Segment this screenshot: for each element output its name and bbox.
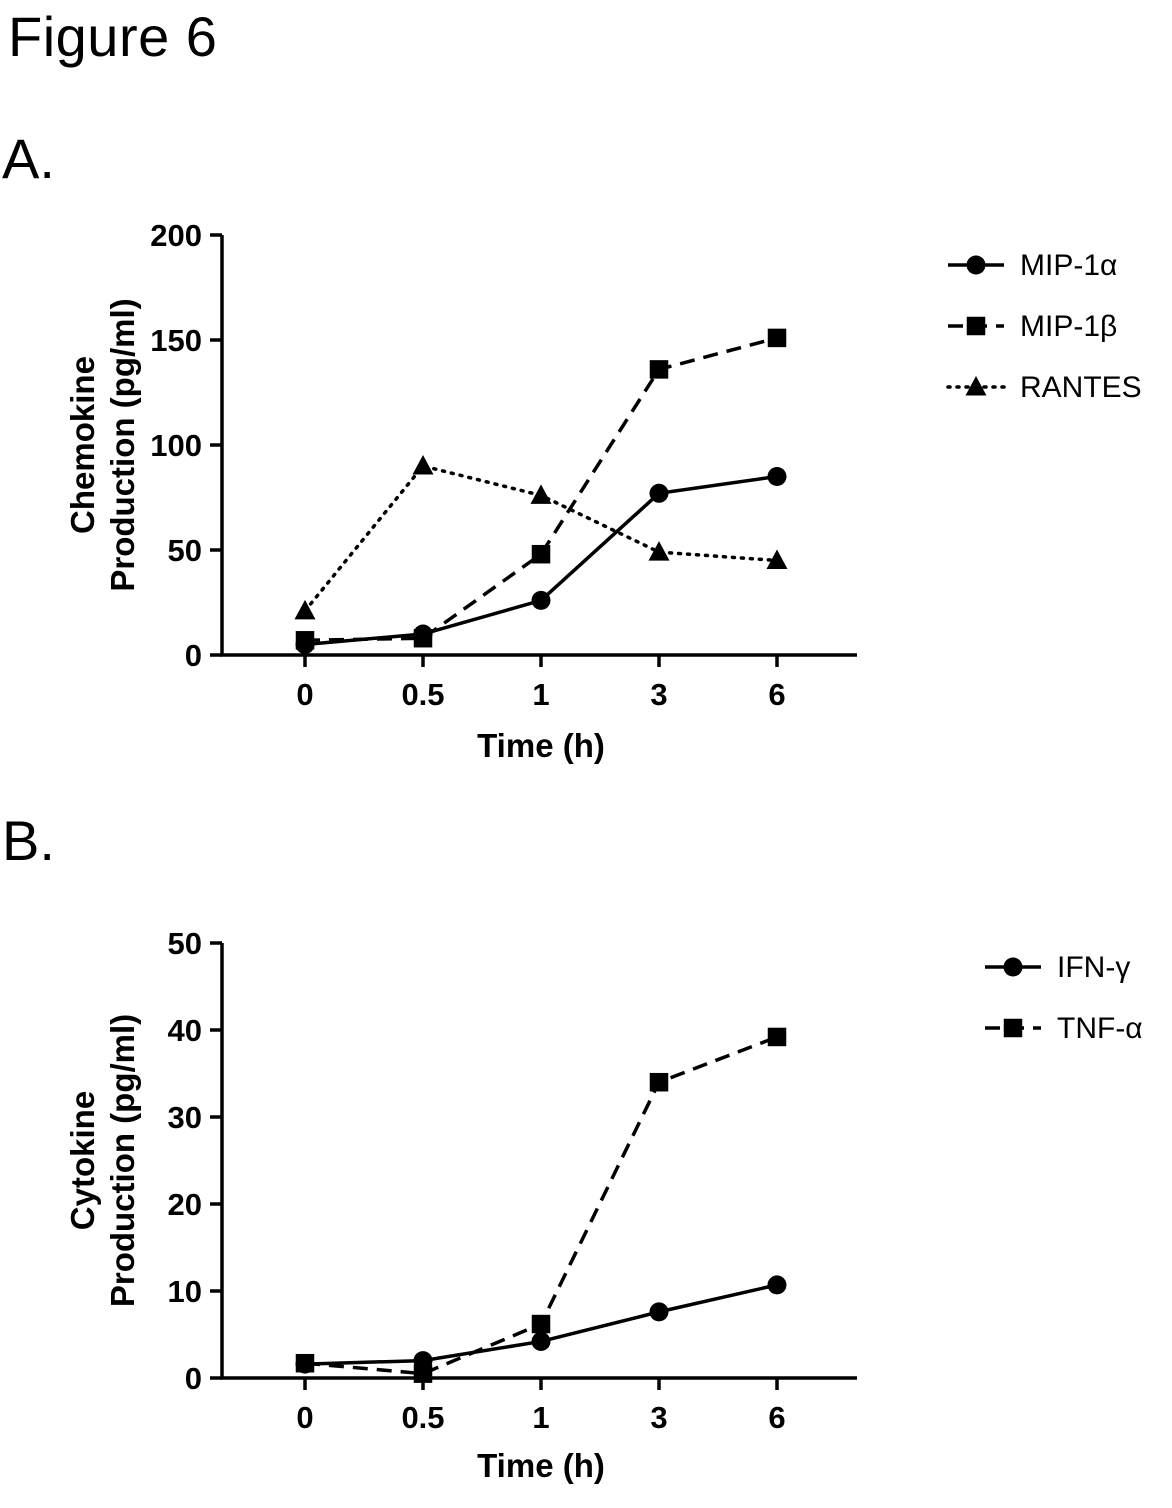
x-axis-title: Time (h) [477, 727, 605, 764]
square-marker [649, 1072, 669, 1092]
y-tick-label: 20 [168, 1187, 202, 1222]
y-tick-label: 150 [150, 323, 202, 358]
triangle-marker [766, 549, 788, 569]
x-tick-label: 0.5 [401, 677, 444, 712]
circle-legend-marker [966, 255, 986, 275]
y-tick-label: 100 [150, 428, 202, 463]
panel-a-label: A. [2, 127, 55, 190]
triangle-marker [294, 599, 316, 620]
legend-label: TNF-α [1057, 1012, 1143, 1045]
x-axis-title: Time (h) [477, 1447, 605, 1484]
triangle-marker [412, 455, 434, 475]
square-marker [531, 1314, 551, 1334]
figure-title: Figure 6 [8, 5, 218, 68]
triangle-marker [530, 484, 552, 504]
y-tick-label: 0 [185, 1361, 202, 1396]
square-marker [413, 1364, 433, 1383]
square-marker [413, 628, 433, 648]
legend-label: MIP-1β [1020, 310, 1117, 343]
square-marker [295, 1353, 315, 1373]
circle-marker [649, 483, 669, 503]
series-MIP-1β [295, 328, 787, 650]
chart-panel-a: 0 50 100 150 200 0 0.5 1 3 6 Time (h) ChemokineProd… [0, 200, 1172, 805]
panel-b-label: B. [2, 809, 55, 872]
x-tick-label: 3 [650, 1400, 667, 1435]
legend: IFN-γ TNF-α [985, 951, 1143, 1045]
chart-panel-b: 0 10 20 30 40 50 0 0.5 1 3 6 Time (h) CytokineProduc… [0, 905, 1172, 1508]
triangle-legend-marker [965, 376, 987, 396]
square-marker [767, 328, 787, 348]
panel_a-plot: 0 50 100 150 200 0 0.5 1 3 6 Time (h) ChemokineProd… [64, 218, 1142, 764]
square-legend-marker [1003, 1018, 1023, 1038]
circle-marker [649, 1302, 669, 1322]
y-axis-title: ChemokineProduction (pg/ml) [64, 298, 141, 591]
y-tick-label: 50 [168, 533, 202, 568]
x-tick-label: 6 [768, 677, 785, 712]
panel_b-plot: 0 10 20 30 40 50 0 0.5 1 3 6 Time (h) CytokineProduc… [64, 926, 1143, 1484]
square-marker [295, 631, 315, 650]
x-tick-label: 0 [296, 1400, 313, 1435]
y-tick-label: 200 [150, 218, 202, 253]
tick-labels: 0 10 20 30 40 50 0 0.5 1 3 6 [168, 926, 786, 1435]
y-axis-title: CytokineProduction (pg/ml) [64, 1014, 141, 1307]
x-tick-label: 1 [532, 677, 549, 712]
x-tick-label: 1 [532, 1400, 549, 1435]
triangle-marker [648, 541, 670, 561]
x-tick-label: 3 [650, 677, 667, 712]
legend-item-MIP-1β: MIP-1β [948, 310, 1117, 343]
square-marker [531, 544, 551, 564]
legend-label: IFN-γ [1057, 951, 1130, 984]
circle-marker [531, 590, 551, 610]
circle-marker [767, 467, 787, 486]
axis-lines [220, 943, 857, 1380]
square-marker [649, 360, 669, 379]
series-line [304, 336, 778, 643]
x-tick-label: 0.5 [401, 1400, 444, 1435]
square-marker [767, 1027, 787, 1047]
circle-marker [531, 1331, 551, 1351]
legend-item-RANTES: RANTES [946, 371, 1142, 404]
circle-legend-marker [1003, 957, 1023, 977]
circle-marker [767, 1275, 787, 1295]
legend-item-IFN-γ: IFN-γ [985, 951, 1130, 984]
square-legend-marker [966, 316, 986, 336]
tick-labels: 0 50 100 150 200 0 0.5 1 3 6 [150, 218, 785, 712]
legend-label: RANTES [1020, 371, 1142, 404]
legend-label: MIP-1α [1020, 249, 1117, 282]
axes [210, 233, 857, 667]
x-tick-label: 6 [768, 1400, 785, 1435]
y-tick-label: 0 [185, 638, 202, 673]
y-tick-label: 30 [168, 1100, 202, 1135]
series-TNF-α [295, 1027, 787, 1383]
series-RANTES [294, 455, 788, 620]
y-tick-label: 50 [168, 926, 202, 961]
legend-item-MIP-1α: MIP-1α [948, 249, 1117, 282]
x-tick-label: 0 [296, 677, 313, 712]
y-tick-label: 10 [168, 1274, 202, 1309]
y-tick-label: 40 [168, 1013, 202, 1048]
legend: MIP-1α MIP-1β RANTES [946, 249, 1142, 404]
legend-item-TNF-α: TNF-α [985, 1012, 1143, 1045]
